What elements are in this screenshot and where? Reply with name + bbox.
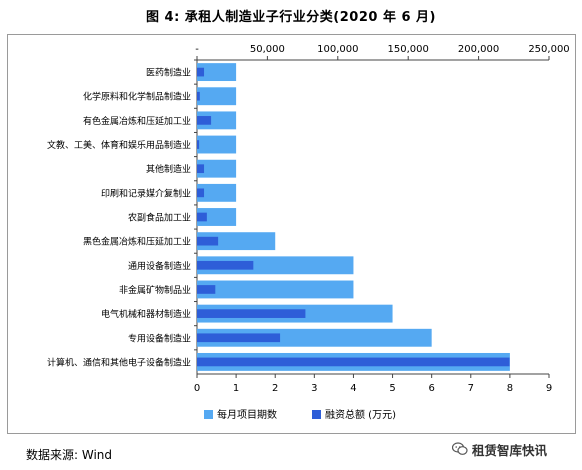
category-label: 黑色金属冶炼和压延加工业 [83,236,191,248]
bottom-axis-tick-label: 2 [272,383,278,394]
bar-financing-amount [197,140,200,149]
category-label: 有色金属冶炼和压延加工业 [83,115,191,127]
bar-project-count [197,208,237,226]
bar-financing-amount [197,212,207,222]
bar-financing-amount [197,333,281,343]
bar-project-count [197,280,354,299]
bar-project-count [197,135,237,154]
bar-financing-amount [197,357,510,367]
bar-project-count [197,328,432,347]
legend-label-financing-amount: 融资总额 (万元) [325,408,396,421]
bar-project-count [197,111,237,130]
bottom-axis-tick-label: 8 [507,383,513,394]
bar-project-count [197,256,354,275]
bar-financing-amount [197,116,212,125]
category-label: 化学原料和化学制品制造业 [83,91,191,103]
category-label: 电气机械和器材制造业 [101,308,191,320]
category-label: 计算机、通信和其他电子设备制造业 [47,356,191,368]
bar-financing-amount [197,309,306,318]
bar-project-count [197,87,237,106]
bottom-axis-tick-label: 7 [468,383,474,394]
bar-financing-amount [197,285,216,294]
bar-financing-amount [197,236,219,246]
category-label: 印刷和记录媒介复制业 [101,187,191,199]
top-axis-tick-label: - [195,44,199,55]
top-axis-tick-label: 150,000 [388,44,429,55]
data-source: 数据来源: Wind [26,448,113,462]
bar-financing-amount [197,164,205,174]
bar-project-count [197,159,237,178]
bottom-axis-tick-label: 5 [389,383,395,394]
chart-frame: 0 1 2 3 4 5 6 7 8 9 - 50,000 100,000 150,000 200,000 25… [7,34,576,434]
bar-financing-amount [197,91,200,101]
category-label: 通用设备制造业 [128,260,191,272]
category-label: 文教、工美、体育和娱乐用品制造业 [47,139,191,151]
chart-title: 图 4: 承租人制造业子行业分类(2020 年 6 月) [146,10,436,25]
category-label: 非金属矿物制品业 [119,284,191,296]
top-axis-tick-label: 50,000 [250,44,285,55]
watermark-text: 租赁智库快讯 [472,442,548,458]
bar-project-count [197,63,237,82]
watermark: 租赁智库快讯 [452,439,547,459]
category-label: 医药制造业 [146,67,191,79]
category-label: 农副食品加工业 [128,212,191,224]
bar-financing-amount [197,188,205,198]
bar-chart: 0 1 2 3 4 5 6 7 8 9 - 50,000 100,000 150,000 200,000 25… [47,44,570,421]
wechat-icon [452,442,468,455]
bottom-axis-tick-label: 3 [311,383,317,394]
top-axis-tick-label: 250,000 [528,44,569,55]
bottom-axis-tick-label: 0 [194,383,200,394]
bottom-axis-tick-label: 6 [428,383,434,394]
legend-swatch-financing-amount [312,410,321,419]
category-label: 专用设备制造业 [128,332,191,344]
bottom-axis-tick-label: 1 [233,383,239,394]
bottom-axis-tick-label: 4 [350,383,356,394]
bar-project-count [197,183,237,202]
bar-financing-amount [197,260,254,270]
bar-financing-amount [197,67,205,77]
top-axis-tick-label: 200,000 [458,44,499,55]
category-label: 其他制造业 [146,163,191,175]
legend-label-project-count: 每月项目期数 [217,408,277,421]
legend-swatch-project-count [204,410,213,419]
bar-project-count [197,232,276,251]
bottom-axis-tick-label: 9 [546,383,552,394]
top-axis-tick-label: 100,000 [317,44,358,55]
